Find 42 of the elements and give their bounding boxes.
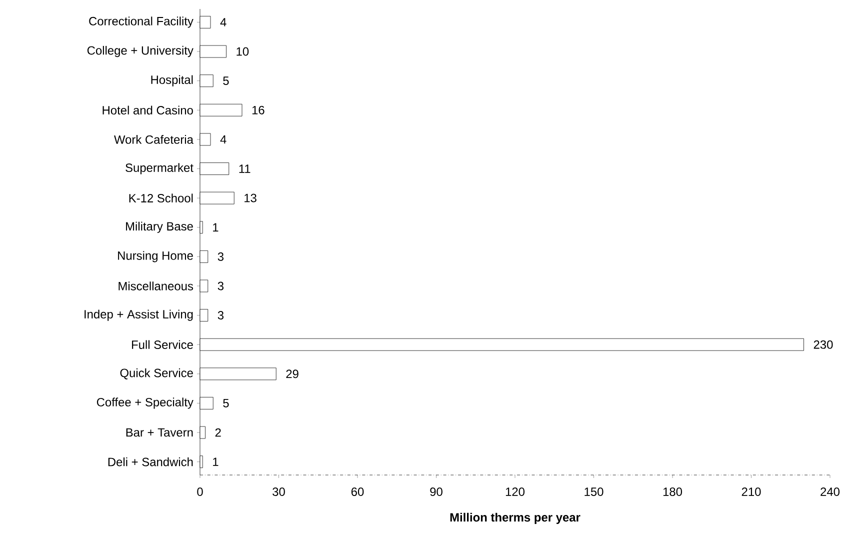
data-label: 2 (215, 428, 221, 437)
data-label: 16 (252, 106, 264, 114)
data-label: 1 (213, 458, 218, 466)
data-label: 3 (218, 311, 224, 320)
data-label: 3 (218, 282, 224, 290)
y-tick-label: Supermarket (126, 163, 194, 174)
x-tick-label: 240 (820, 488, 840, 496)
data-label: 29 (286, 370, 298, 378)
x-tick-label: 60 (351, 488, 364, 496)
x-tick-label: 210 (742, 488, 761, 496)
y-tick-label: Hotel and Casino (102, 106, 193, 114)
x-tick-label: 120 (506, 488, 525, 496)
data-label: 4 (220, 135, 226, 144)
y-tick-label: Quick Service (120, 368, 193, 380)
x-axis-title: Million therms per year (450, 512, 580, 524)
data-label: 10 (236, 47, 249, 56)
x-tick-label: 90 (430, 488, 442, 496)
data-label: 11 (239, 164, 250, 173)
data-label: 5 (223, 76, 229, 85)
data-label: 3 (218, 252, 224, 261)
y-tick-label: Military Base (126, 222, 193, 233)
y-tick-label: Indep + Assist Living (84, 310, 193, 321)
y-tick-label: Coffee + Specialty (96, 398, 194, 409)
y-tick-label: Hospital (151, 75, 193, 86)
data-label: 13 (244, 194, 256, 202)
y-tick-label: Bar + Tavern (126, 428, 193, 437)
data-label: 4 (220, 18, 226, 26)
y-tick-label: Miscellaneous (118, 282, 194, 290)
data-label: 230 (814, 340, 833, 349)
x-tick-label: 150 (584, 488, 604, 496)
y-tick-label: Deli + Sandwich (108, 457, 193, 466)
x-tick-label: 0 (197, 488, 203, 496)
data-label: 5 (223, 399, 229, 408)
x-tick-label: 180 (663, 488, 682, 496)
y-tick-label: College + University (87, 46, 194, 58)
y-tick-label: Correctional Facility (89, 16, 194, 28)
y-tick-label: Full Service (132, 340, 193, 349)
y-tick-label: Work Cafeteria (114, 135, 194, 144)
y-tick-label: K-12 School (129, 194, 193, 202)
data-label: 1 (213, 223, 218, 232)
x-tick-label: 30 (272, 488, 285, 496)
y-tick-label: Nursing Home (118, 251, 193, 262)
